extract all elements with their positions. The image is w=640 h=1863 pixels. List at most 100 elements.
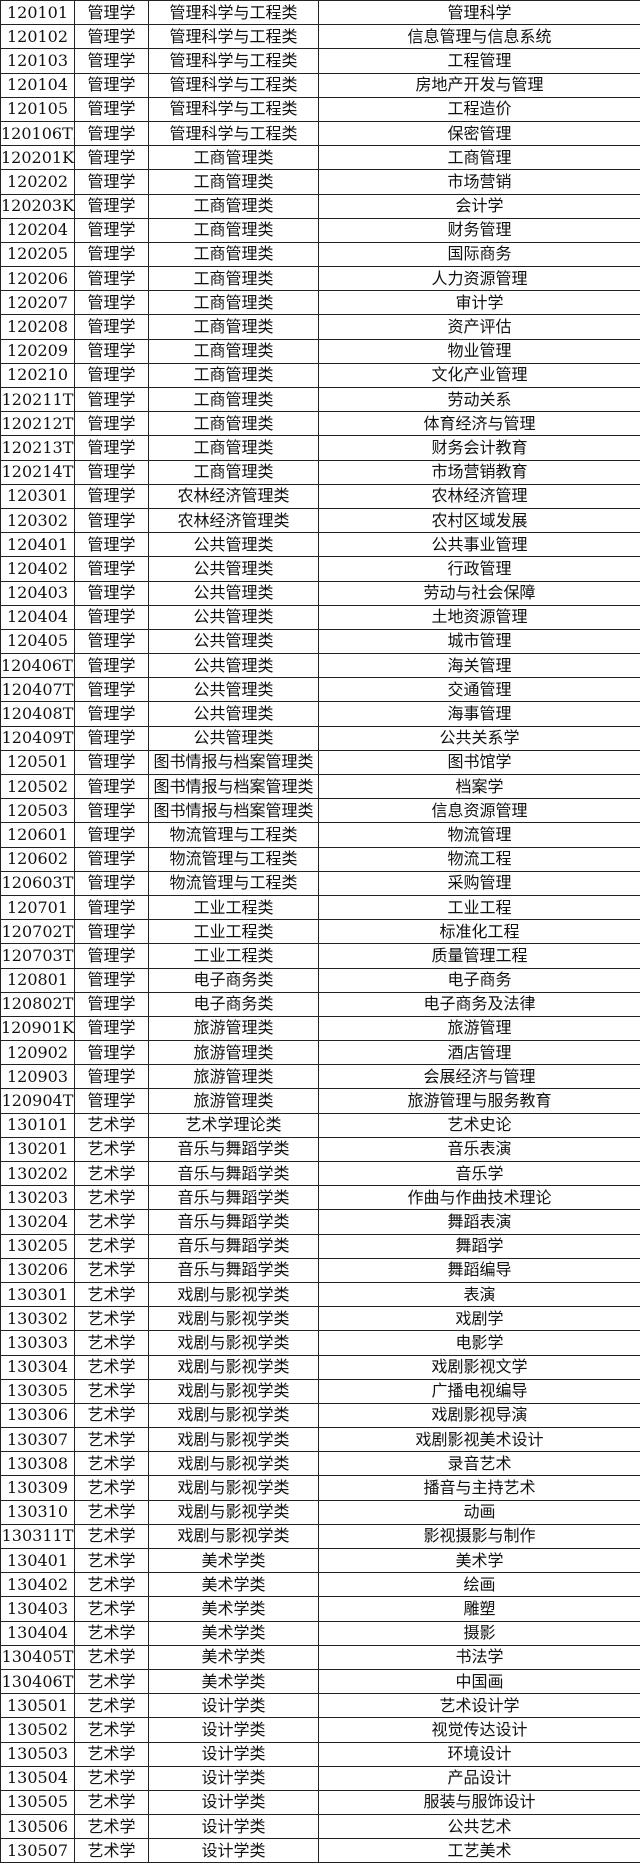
discipline-cell: 艺术学 [74,1112,149,1138]
category-cell: 美术学类 [148,1668,319,1695]
table-row: 120501 管理学 图书情报与档案管理类 图书馆学 [0,749,640,776]
category-cell: 戏剧与影视学类 [148,1402,319,1429]
table-row: 120206 管理学 工商管理类 人力资源管理 [0,266,640,292]
major-name-cell: 物业管理 [318,338,640,364]
table-row: 120102 管理学 管理科学与工程类 信息管理与信息系统 [0,24,640,50]
major-code-cell: 120404 [0,604,75,630]
major-name-cell: 信息管理与信息系统 [318,24,640,50]
major-code-cell: 120904T [0,1088,75,1114]
major-name-cell: 财务会计教育 [318,435,640,461]
discipline-cell: 管理学 [74,1040,149,1066]
discipline-cell: 管理学 [74,1015,149,1042]
major-name-cell: 工程管理 [318,48,640,74]
category-cell: 设计学类 [148,1838,319,1863]
major-code-cell: 120210 [0,362,75,389]
major-code-cell: 130308 [0,1451,75,1477]
table-row: 130303 艺术学 戏剧与影视学类 电影学 [0,1330,640,1356]
major-code-cell: 130406T [0,1668,75,1695]
category-cell: 工商管理类 [148,217,319,243]
major-code-cell: 130306 [0,1402,75,1429]
major-name-cell: 公共事业管理 [318,532,640,558]
major-name-cell: 舞蹈编导 [318,1257,640,1283]
table-row: 120601 管理学 物流管理与工程类 物流管理 [0,822,640,848]
major-code-cell: 130507 [0,1838,75,1863]
discipline-cell: 管理学 [74,919,149,945]
table-row: 120901K 管理学 旅游管理类 旅游管理 [0,1015,640,1042]
category-cell: 美术学类 [148,1644,319,1670]
discipline-cell: 艺术学 [74,1378,149,1404]
table-row: 120406TK管理学公共管理类海关管理 [0,653,640,679]
major-code-cell: 130505 [0,1789,75,1816]
major-name-cell: 人力资源管理 [318,266,640,292]
table-row: 130403 艺术学 美术学类 雕塑 [0,1596,640,1622]
major-name-cell: 工业工程 [318,894,640,921]
discipline-cell: 管理学 [74,338,149,364]
major-name-cell: 劳动与社会保障 [318,580,640,606]
discipline-cell: 艺术学 [74,1427,149,1453]
major-code-cell: 130203 [0,1185,75,1211]
table-row: 120302 管理学 农林经济管理类 农村区域发展 [0,507,640,534]
major-code-cell: 120102 [0,24,75,50]
major-name-cell: 工艺美术 [318,1838,640,1863]
major-name-cell: 环境设计 [318,1741,640,1767]
discipline-cell: 艺术学 [74,1306,149,1332]
discipline-cell: 管理学 [74,266,149,292]
category-cell: 管理科学与工程类 [148,24,319,50]
discipline-cell: 管理学 [74,24,149,50]
discipline-cell: 管理学 [74,169,149,195]
table-row: 120205 管理学 工商管理类 国际商务 [0,241,640,268]
category-cell: 音乐与舞蹈学类 [148,1233,319,1259]
table-row: 120701 管理学 工业工程类 工业工程 [0,894,640,921]
major-name-cell: 旅游管理与服务教育 [318,1088,640,1114]
major-code-cell: 120206 [0,266,75,292]
discipline-cell: 艺术学 [74,1693,149,1719]
major-name-cell: 作曲与作曲技术理论 [318,1185,640,1211]
major-code-cell: 120701 [0,894,75,921]
major-code-cell: 120902 [0,1040,75,1066]
category-cell: 旅游管理类 [148,1015,319,1042]
table-row: 120213T 管理学 工商管理类 财务会计教育 [0,435,640,461]
discipline-cell: 管理学 [74,967,149,993]
discipline-cell: 艺术学 [74,1741,149,1767]
category-cell: 工商管理类 [148,193,319,219]
major-code-cell: 120211T [0,386,75,413]
major-name-cell: 舞蹈学 [318,1233,640,1259]
major-name-cell: 美术学 [318,1547,640,1574]
discipline-cell: 管理学 [74,241,149,268]
category-cell: 工商管理类 [148,241,319,268]
major-code-cell: 120205 [0,241,75,268]
table-row: 120207 管理学 工商管理类 审计学 [0,290,640,316]
table-row: 120403 管理学 公共管理类 劳动与社会保障 [0,580,640,606]
table-row: 120408T 管理学 公共管理类 海事管理 [0,701,640,727]
table-row: 120214T 管理学 工商管理类 市场营销教育 [0,459,640,485]
category-cell: 音乐与舞蹈学类 [148,1160,319,1187]
discipline-cell: 管理学 [74,943,149,969]
major-code-cell: 120409T [0,725,75,751]
category-cell: 物流管理与工程类 [148,870,319,896]
discipline-cell: 艺术学 [74,1838,149,1863]
category-cell: 设计学类 [148,1717,319,1743]
major-code-cell: 120101 [0,0,75,26]
table-row: 120105 管理学 管理科学与工程类 工程造价 [0,96,640,122]
table-row: 120203K 管理学 工商管理类 会计学 [0,193,640,219]
discipline-cell: 管理学 [74,145,149,171]
major-code-cell: 120405 [0,628,75,655]
major-code-cell: 120502 [0,773,75,800]
major-name-cell: 市场营销教育 [318,459,640,485]
major-name-cell: 戏剧影视文学 [318,1354,640,1380]
discipline-cell: 管理学 [74,894,149,921]
major-name-cell: 城市管理 [318,628,640,655]
table-row: 120106TK管理学管理科学与工程类保密管理 [0,120,640,147]
major-name-cell: 图书馆学 [318,749,640,776]
discipline-cell: 艺术学 [74,1572,149,1598]
major-name-cell: 保密管理 [318,120,640,147]
major-name-cell: 戏剧学 [318,1306,640,1332]
major-code-cell: 120501 [0,749,75,776]
major-code-cell: 130310 [0,1499,75,1525]
category-cell: 戏剧与影视学类 [148,1427,319,1453]
category-cell: 设计学类 [148,1789,319,1816]
major-name-cell: 电子商务 [318,967,640,993]
table-row: 130302 艺术学 戏剧与影视学类 戏剧学 [0,1306,640,1332]
major-name-cell: 信息资源管理 [318,798,640,824]
